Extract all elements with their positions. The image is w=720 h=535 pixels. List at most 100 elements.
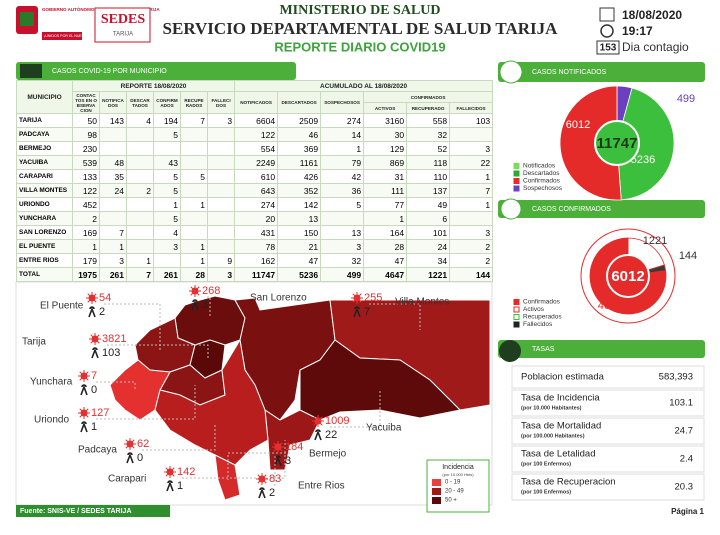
cell: 7 xyxy=(449,183,494,198)
ribbon-icon xyxy=(191,299,199,311)
cell: 20 xyxy=(234,211,279,226)
tasa-row xyxy=(511,445,705,473)
sedes-logo: SEDES xyxy=(101,12,146,27)
virus-icon xyxy=(351,292,363,304)
cell xyxy=(449,211,494,226)
cell: 1161 xyxy=(277,155,322,170)
cell: 50 xyxy=(72,113,100,128)
virus-spike xyxy=(352,293,358,299)
table-row: YACUIBA 539 48 43 2249 1161 79 869 118 22 xyxy=(16,155,494,170)
cell: 24 xyxy=(406,239,451,254)
ribbon-icon xyxy=(88,306,96,318)
virus-spike xyxy=(352,297,358,303)
virus-icon xyxy=(78,370,90,382)
cell: 79 xyxy=(320,155,365,170)
legend-swatch xyxy=(513,299,520,305)
cell xyxy=(206,239,236,254)
cell xyxy=(153,253,181,268)
cell xyxy=(206,225,236,240)
virus-icon xyxy=(124,438,136,450)
row-label: SAN LORENZO xyxy=(16,225,73,240)
column-header: ACTIVOS xyxy=(363,102,408,114)
virus-spike xyxy=(83,412,89,418)
cell: 194 xyxy=(153,113,181,128)
table-row: VILLA MONTES 122 24 2 5 643 352 36 111 137 7 xyxy=(16,183,494,198)
virus-spike xyxy=(79,412,85,418)
row-label: BERMEJO xyxy=(16,141,73,156)
cell xyxy=(126,141,154,156)
leader-line xyxy=(142,425,216,451)
cell: 5 xyxy=(320,197,365,212)
virus-icon xyxy=(78,407,90,419)
tasa-label: Tasa de Incidencia xyxy=(521,393,600,404)
cell: 2 xyxy=(449,239,494,254)
tasa-note: (por 100 Enfermos) xyxy=(521,489,571,495)
cell: 7 xyxy=(180,113,208,128)
row-label: URIONDO xyxy=(16,197,73,212)
table-row: ENTRE RIOS 179 3 1 1 9 162 47 32 47 34 2 xyxy=(16,253,494,268)
tasa-label: Tasa de Mortalidad xyxy=(521,421,601,432)
ribbon-icon xyxy=(274,455,282,467)
legend-label: Sospechosos xyxy=(523,185,563,192)
virus-spike xyxy=(165,467,171,473)
pie-slice xyxy=(616,87,675,201)
cell: 3 xyxy=(449,225,494,240)
cell: 1975 xyxy=(72,267,100,282)
virus-spike xyxy=(277,446,283,452)
cell xyxy=(180,211,208,226)
cell: 3 xyxy=(153,239,181,254)
cell: 5 xyxy=(153,211,181,226)
municipio-name: Entre Rios xyxy=(298,481,345,492)
cell: 34 xyxy=(406,253,451,268)
leader-line xyxy=(330,390,381,428)
cell: 48 xyxy=(99,155,127,170)
cell: 30 xyxy=(363,127,408,142)
cell: 554 xyxy=(234,141,279,156)
virus-icon xyxy=(312,415,324,427)
municipio-name: Uriondo xyxy=(34,415,69,426)
tasa-row xyxy=(511,417,705,445)
virus-spike xyxy=(79,408,85,414)
virus-spike xyxy=(261,478,267,484)
cell: 31 xyxy=(363,169,408,184)
cell xyxy=(126,127,154,142)
cell xyxy=(126,155,154,170)
municipio-name: Villa Montes xyxy=(395,297,449,308)
legend-subtitle: (por 10.000 Hbts) xyxy=(442,472,474,477)
cell: 5 xyxy=(180,169,208,184)
region xyxy=(299,339,462,421)
cell: 43 xyxy=(153,155,181,170)
cell: 261 xyxy=(99,267,127,282)
region xyxy=(264,408,321,471)
page-number: Página 1 xyxy=(671,507,704,516)
icon xyxy=(499,60,523,84)
cell: 2 xyxy=(449,253,494,268)
cell: 24 xyxy=(99,183,127,198)
table-title: CASOS COVID-19 POR MUNICIPIO xyxy=(52,68,167,75)
confirmados-title: CASOS CONFIRMADOS xyxy=(532,206,611,213)
death-count: 103 xyxy=(102,347,120,359)
cell: 28 xyxy=(180,267,208,282)
cell xyxy=(180,141,208,156)
virus-icon xyxy=(86,292,98,304)
legend-swatch xyxy=(513,306,520,313)
virus-spike xyxy=(190,290,196,296)
pie-slice xyxy=(559,85,622,201)
confirmed-count: 54 xyxy=(99,292,111,304)
virus-spike xyxy=(317,416,323,422)
cell: 643 xyxy=(234,183,279,198)
virus-icon xyxy=(164,466,176,478)
virus-spike xyxy=(317,420,323,426)
table-row: TOTAL 1975 261 7 261 28 3 11747 5236 499 4647 1221 1… xyxy=(16,267,494,282)
cell: 36 xyxy=(320,183,365,198)
row-label: PADCAYA xyxy=(16,127,73,142)
cell xyxy=(126,211,154,226)
cell: 133 xyxy=(72,169,100,184)
ribbon-icon xyxy=(166,480,174,492)
cell: 21 xyxy=(277,239,322,254)
legend-title: Incidencia xyxy=(442,464,474,471)
row-label: YUNCHARA xyxy=(16,211,73,226)
cell: 5 xyxy=(153,169,181,184)
tasa-note: (por 100.000 Habitantes) xyxy=(521,433,585,439)
cell: 1 xyxy=(449,169,494,184)
